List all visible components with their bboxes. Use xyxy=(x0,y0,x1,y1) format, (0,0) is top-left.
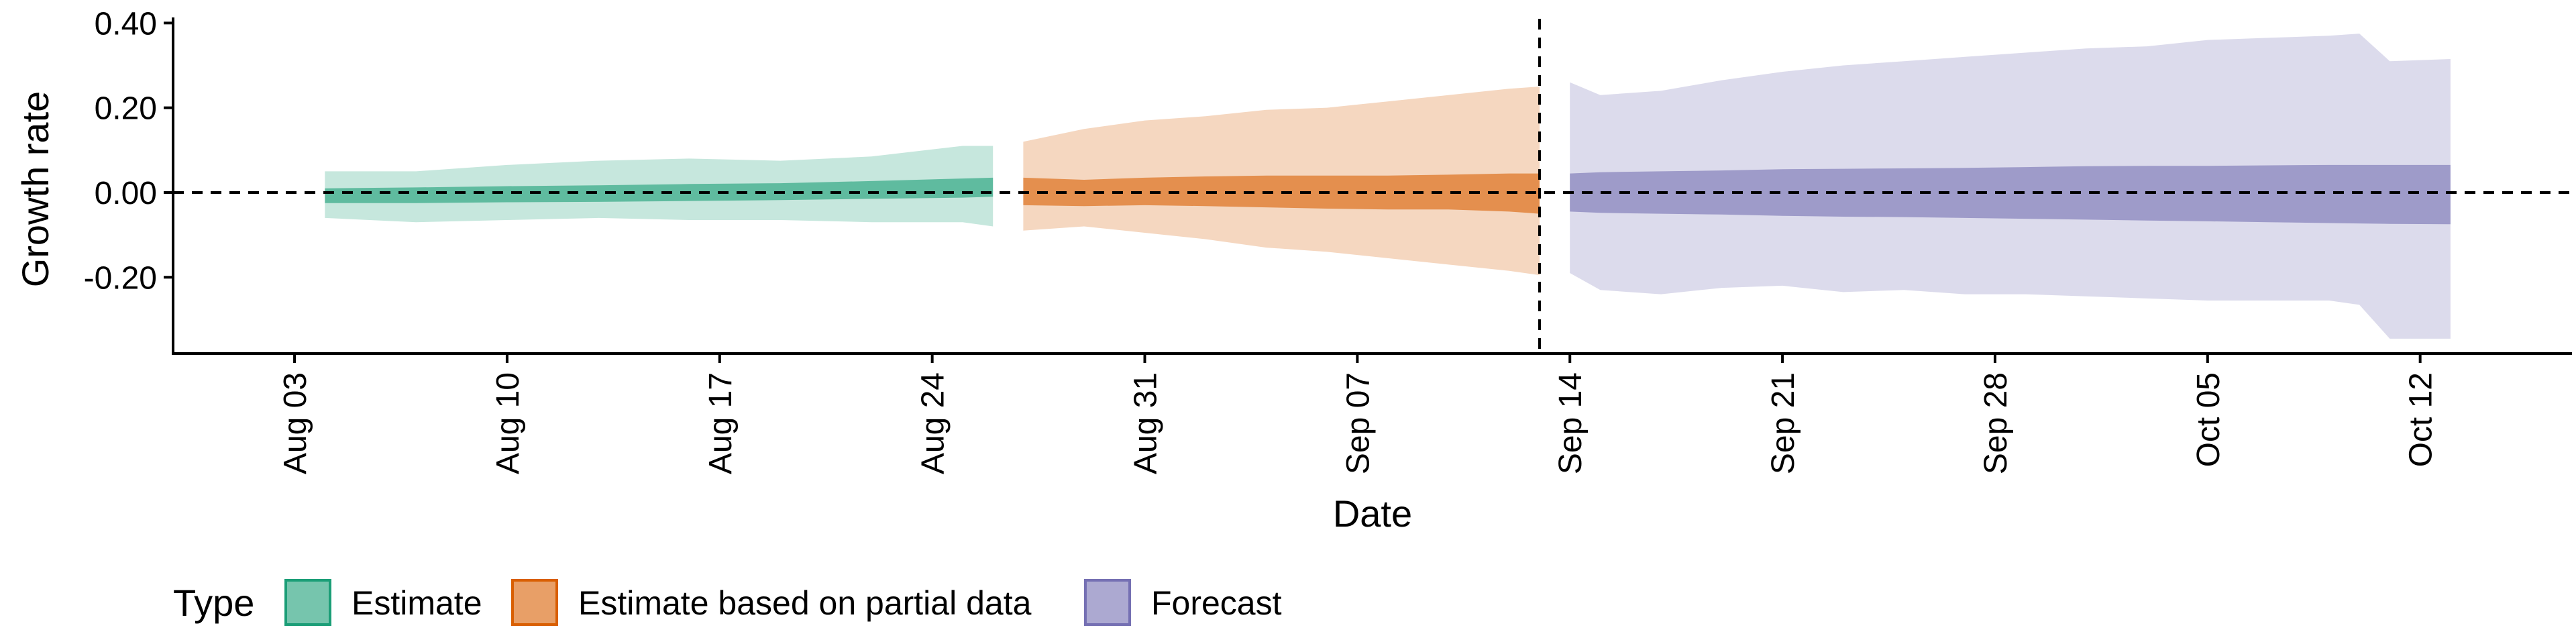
reference-lines xyxy=(173,19,2572,354)
x-tick-label: Aug 24 xyxy=(916,372,951,474)
x-tick-label: Aug 10 xyxy=(490,372,526,474)
x-tick-label: Sep 14 xyxy=(1553,372,1589,474)
x-axis-title: Date xyxy=(1333,492,1412,535)
y-tick-label: 0.20 xyxy=(95,91,157,127)
band-layer xyxy=(325,34,2451,339)
x-tick-label: Aug 31 xyxy=(1128,372,1164,474)
axes: -0.20 0.00 0.20 0.40 Aug 03 Aug 10 Aug 17 Aug 2… xyxy=(84,6,2572,474)
legend-label-forecast: Forecast xyxy=(1151,584,1282,622)
x-tick-label: Aug 03 xyxy=(278,372,313,474)
legend-label-estimate: Estimate xyxy=(352,584,482,622)
legend-label-estimate-based-on-partial-data: Estimate based on partial data xyxy=(578,584,1032,622)
y-tick-label: -0.20 xyxy=(84,260,157,296)
x-tick-label: Oct 05 xyxy=(2191,372,2226,467)
x-tick-label: Sep 28 xyxy=(1978,372,2014,474)
y-tick-label: 0.00 xyxy=(95,176,157,211)
x-tick-label: Sep 07 xyxy=(1340,372,1376,474)
legend-key-estimate xyxy=(284,579,331,626)
y-tick-label: 0.40 xyxy=(95,6,157,42)
legend-key-forecast xyxy=(1084,579,1131,626)
estimate-inner-band xyxy=(325,177,994,203)
x-tick-label: Oct 12 xyxy=(2404,372,2439,467)
x-tick-label: Aug 17 xyxy=(703,372,739,474)
legend-title: Type xyxy=(173,582,254,624)
y-axis-title: Growth rate xyxy=(14,91,56,288)
legend-key-estimate-based-on-partial-data xyxy=(511,579,558,626)
forecast-inner-band xyxy=(1570,164,2451,225)
x-tick-label: Sep 21 xyxy=(1766,372,1801,474)
legend: Type Estimate Estimate based on partial d… xyxy=(173,579,1282,626)
